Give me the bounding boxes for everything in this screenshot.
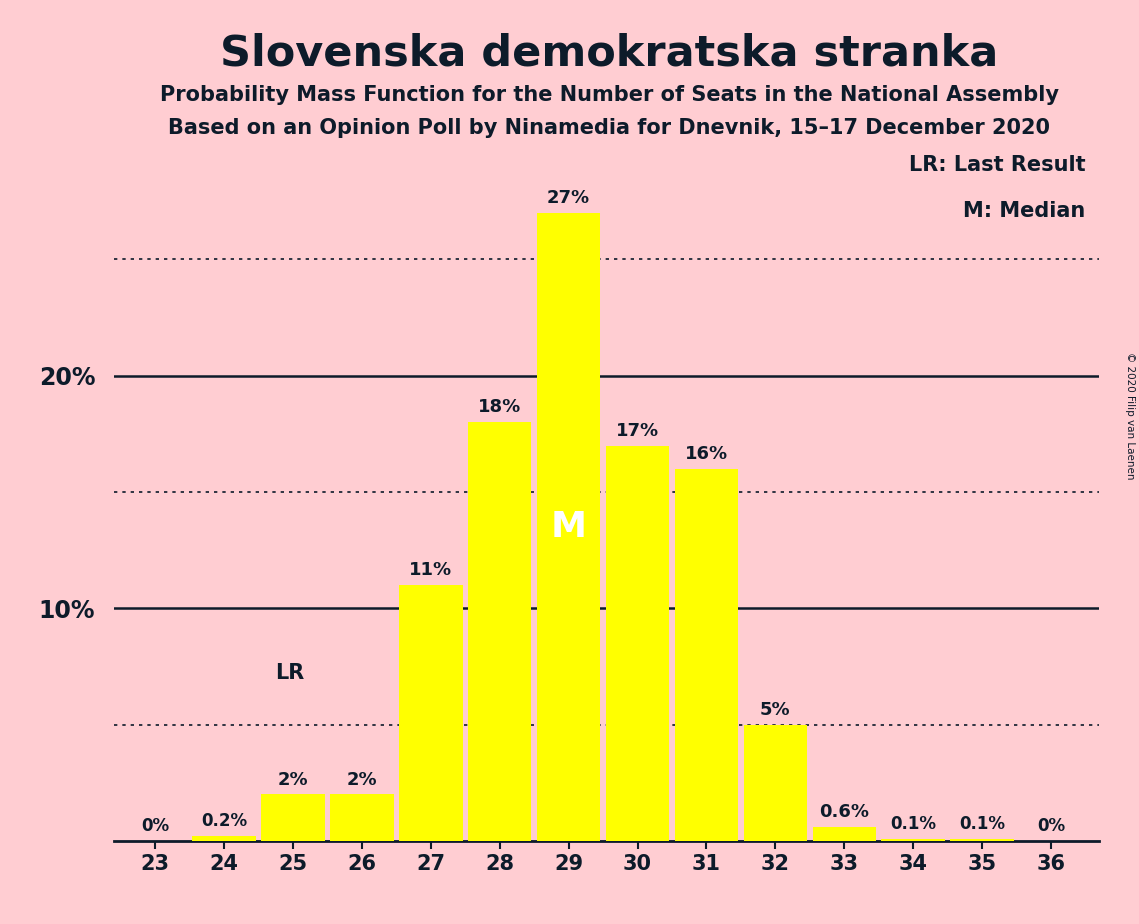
Text: © 2020 Filip van Laenen: © 2020 Filip van Laenen — [1125, 352, 1134, 480]
Text: 5%: 5% — [760, 700, 790, 719]
Text: 0%: 0% — [141, 817, 170, 835]
Text: 18%: 18% — [478, 398, 522, 417]
Bar — [744, 724, 808, 841]
Text: LR: LR — [274, 663, 304, 683]
Bar — [674, 468, 738, 841]
Text: 0.6%: 0.6% — [819, 803, 869, 821]
Text: LR: Last Result: LR: Last Result — [909, 155, 1085, 175]
Text: 16%: 16% — [685, 445, 728, 463]
Bar — [330, 795, 394, 841]
Bar — [950, 838, 1014, 841]
Text: 2%: 2% — [346, 771, 377, 788]
Bar — [536, 213, 600, 841]
Bar — [261, 795, 325, 841]
Bar — [192, 836, 256, 841]
Text: 0%: 0% — [1036, 817, 1065, 835]
Text: M: Median: M: Median — [964, 201, 1085, 222]
Text: 0.2%: 0.2% — [202, 812, 247, 831]
Bar — [399, 585, 462, 841]
Text: 2%: 2% — [278, 771, 309, 788]
Bar — [468, 422, 532, 841]
Bar — [812, 827, 876, 841]
Text: Slovenska demokratska stranka: Slovenska demokratska stranka — [220, 32, 999, 74]
Text: Probability Mass Function for the Number of Seats in the National Assembly: Probability Mass Function for the Number… — [159, 85, 1059, 105]
Text: 11%: 11% — [409, 561, 452, 579]
Text: 0.1%: 0.1% — [959, 815, 1005, 833]
Text: 0.1%: 0.1% — [890, 815, 936, 833]
Text: M: M — [550, 510, 587, 544]
Text: Based on an Opinion Poll by Ninamedia for Dnevnik, 15–17 December 2020: Based on an Opinion Poll by Ninamedia fo… — [169, 118, 1050, 139]
Bar — [882, 838, 945, 841]
Text: 17%: 17% — [616, 421, 659, 440]
Text: 27%: 27% — [547, 189, 590, 207]
Bar — [606, 445, 670, 841]
